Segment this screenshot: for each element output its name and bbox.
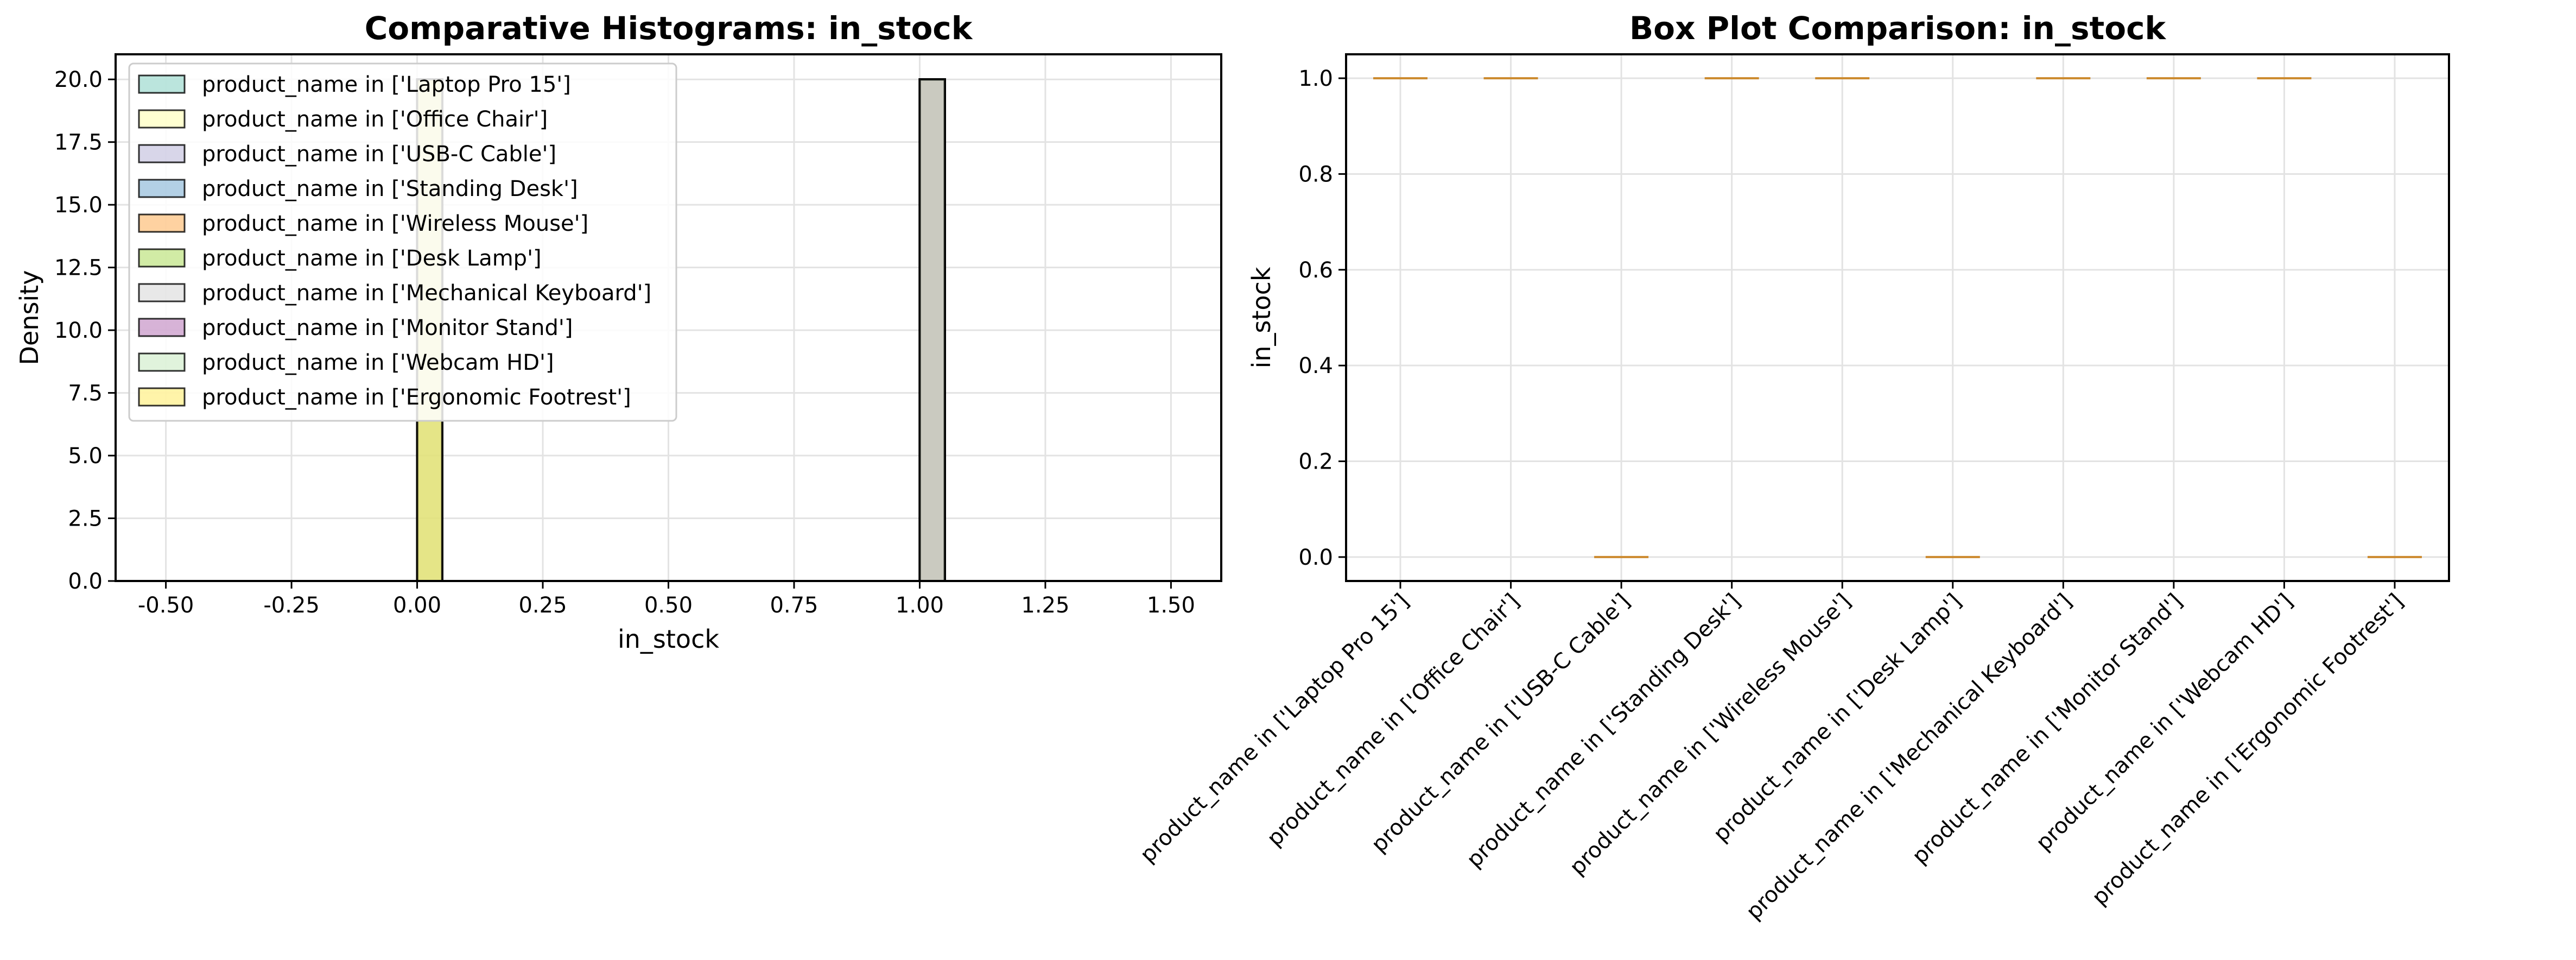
y-tick-label: 20.0 — [54, 67, 103, 92]
legend-label-3: product_name in ['USB-C Cable'] — [202, 142, 556, 167]
y-tick-label: 2.5 — [68, 507, 103, 532]
x-tick-label: 1.00 — [896, 593, 944, 618]
y-tick-label: 0.0 — [1298, 545, 1333, 570]
x-axis-label: in_stock — [618, 624, 719, 654]
y-tick-label: 15.0 — [54, 193, 103, 218]
y-tick-label: 0.0 — [68, 569, 103, 594]
legend-swatch-6 — [138, 248, 186, 268]
legend-label-2: product_name in ['Office Chair'] — [202, 107, 548, 132]
legend-swatch-8 — [138, 318, 186, 337]
legend-swatch-4 — [138, 179, 186, 198]
y-tick-label: 0.4 — [1298, 353, 1333, 378]
x-tick-label: product_name in ['Office Chair'] — [1262, 589, 1525, 851]
y-tick-label: 1.0 — [1298, 66, 1333, 91]
legend-swatch-3 — [138, 144, 186, 163]
x-tick-label: product_name in ['Desk Lamp'] — [1709, 589, 1966, 847]
legend-swatch-5 — [138, 213, 186, 233]
legend-swatch-1 — [138, 74, 186, 94]
y-tick-label: 5.0 — [68, 444, 103, 469]
plot-frame — [1345, 53, 2450, 582]
legend-swatch-2 — [138, 109, 186, 129]
legend-label-9: product_name in ['Webcam HD'] — [202, 350, 554, 375]
x-tick-label: -0.50 — [138, 593, 194, 618]
x-tick-label: 0.50 — [644, 593, 693, 618]
y-tick-label: 0.8 — [1298, 162, 1333, 187]
x-tick-label: -0.25 — [263, 593, 320, 618]
legend-box — [128, 62, 677, 422]
y-tick-label: 10.0 — [54, 318, 103, 343]
legend-label-6: product_name in ['Desk Lamp'] — [202, 246, 542, 271]
legend-label-10: product_name in ['Ergonomic Footrest'] — [202, 385, 631, 410]
legend-label-5: product_name in ['Wireless Mouse'] — [202, 211, 588, 236]
legend-swatch-9 — [138, 352, 186, 372]
legend-swatch-10 — [138, 387, 186, 407]
legend-label-8: product_name in ['Monitor Stand'] — [202, 315, 573, 340]
y-axis-label: in_stock — [1247, 267, 1276, 368]
legend-label-4: product_name in ['Standing Desk'] — [202, 176, 578, 201]
legend-swatch-7 — [138, 283, 186, 302]
x-tick-label: 0.75 — [770, 593, 818, 618]
legend-label-1: product_name in ['Laptop Pro 15'] — [202, 72, 571, 97]
x-tick-label: 0.25 — [518, 593, 567, 618]
y-tick-label: 0.2 — [1298, 450, 1333, 475]
legend-label-7: product_name in ['Mechanical Keyboard'] — [202, 281, 651, 306]
chart-title: Comparative Histograms: in_stock — [365, 10, 973, 47]
y-tick-label: 0.6 — [1298, 258, 1333, 283]
y-tick-label: 12.5 — [54, 256, 103, 281]
x-tick-label: 0.00 — [393, 593, 441, 618]
y-axis-label: Density — [15, 270, 44, 365]
y-tick-label: 17.5 — [54, 130, 103, 155]
chart-title: Box Plot Comparison: in_stock — [1629, 10, 2166, 47]
x-tick-label: 1.50 — [1147, 593, 1195, 618]
y-tick-label: 7.5 — [68, 381, 103, 406]
histogram-bar-9 — [918, 78, 946, 582]
x-tick-label: 1.25 — [1021, 593, 1069, 618]
histogram-panel: -0.50 -0.25 0.00 0.25 0.50 0.75 1.00 1.25 1.50 0.… — [15, 10, 1222, 654]
